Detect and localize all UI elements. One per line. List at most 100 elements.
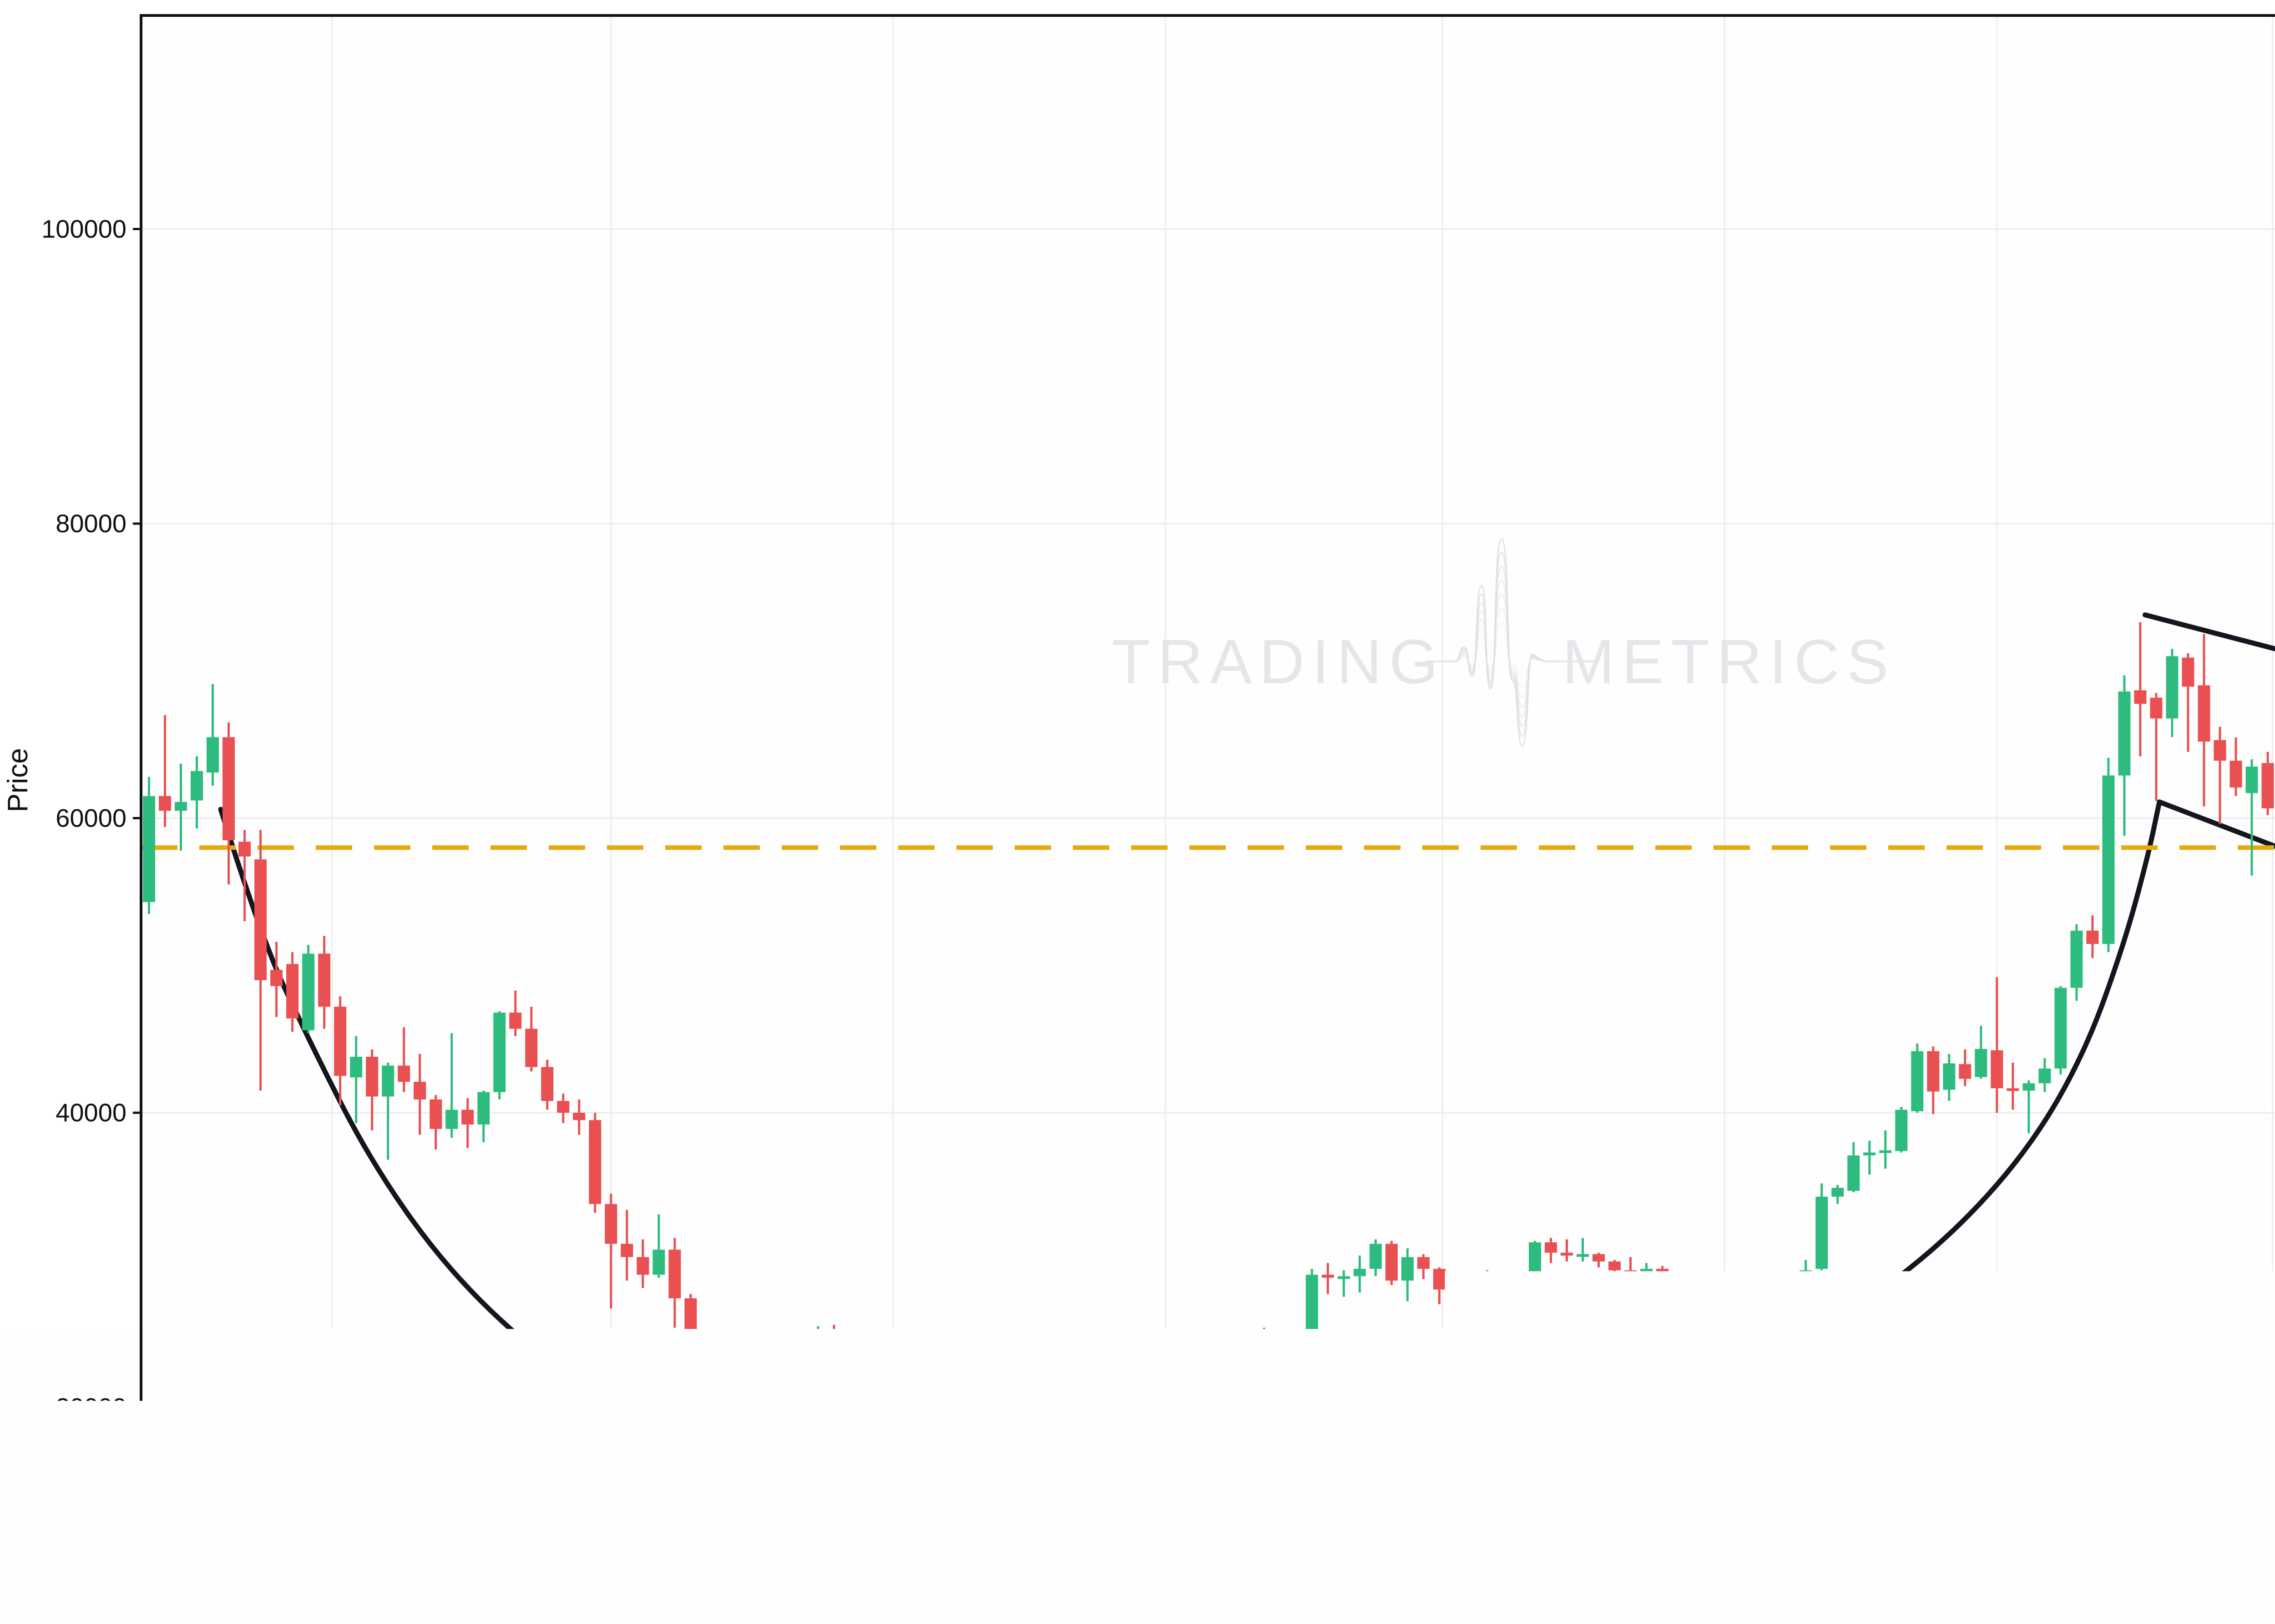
candle-body <box>1991 1050 2003 1089</box>
x-tick-label: 01 Jan, 2023 <box>1092 1554 1239 1583</box>
candle-body <box>1401 1257 1414 1281</box>
candle-body <box>1831 1188 1844 1196</box>
candle <box>1529 1241 1541 1316</box>
candle-body <box>1449 1290 1461 1301</box>
candle-body <box>1529 1242 1541 1315</box>
candle <box>1242 1329 1254 1382</box>
plot-area <box>141 15 2275 1540</box>
candle-body <box>445 1110 458 1129</box>
candle-body <box>2118 691 2130 776</box>
candle-body <box>637 1257 649 1275</box>
candle-body <box>844 1388 856 1407</box>
candle-body <box>1895 1110 1907 1151</box>
candle-body <box>1178 1367 1191 1392</box>
candle-body <box>430 1099 442 1129</box>
candle-body <box>1688 1317 1700 1320</box>
candle <box>1306 1269 1318 1356</box>
candle-body <box>334 1007 346 1076</box>
candle-body <box>1274 1337 1286 1348</box>
candle-body <box>1067 1450 1079 1463</box>
candle-body <box>1736 1310 1748 1313</box>
candle-body <box>477 1092 490 1125</box>
candle-body <box>318 953 330 1007</box>
candle-body <box>700 1392 713 1395</box>
candle-body <box>573 1113 585 1120</box>
candle-body <box>2086 931 2098 944</box>
candle-body <box>1194 1354 1207 1367</box>
candle-body <box>956 1407 968 1419</box>
candle-body <box>2230 761 2242 787</box>
candle-body <box>1051 1456 1063 1463</box>
candle-body <box>796 1348 808 1359</box>
candle-body <box>860 1402 872 1407</box>
candle-body <box>191 771 203 801</box>
candle <box>493 1011 506 1099</box>
candle-body <box>732 1382 744 1409</box>
candle-body <box>238 842 251 856</box>
candle <box>1895 1107 1907 1152</box>
candle-body <box>1561 1253 1573 1256</box>
candle-body <box>1513 1311 1525 1314</box>
candle-body <box>2262 763 2274 808</box>
candle-body <box>1147 1453 1159 1458</box>
candle-body <box>366 1057 378 1096</box>
candle-body <box>1242 1335 1254 1379</box>
candle-body <box>1003 1394 1016 1398</box>
x-tick-label: 01 Jan, 2024 <box>1923 1554 2071 1583</box>
candle-body <box>1210 1354 1223 1362</box>
candle-body <box>207 737 219 772</box>
candle-body <box>254 859 267 980</box>
candle-body <box>1258 1335 1270 1338</box>
y-tick-label: 40000 <box>56 1098 126 1127</box>
candle-body <box>1943 1064 1955 1090</box>
candle-body <box>1497 1300 1509 1311</box>
candle-body <box>1338 1276 1350 1279</box>
x-tick-label: 01 Jan, 2022 <box>258 1554 406 1583</box>
candle-body <box>398 1065 410 1082</box>
y-tick-label: 100000 <box>41 214 126 243</box>
candle-body <box>1927 1051 1939 1092</box>
candle-body <box>2038 1069 2051 1083</box>
candle <box>1163 1388 1175 1455</box>
candle <box>1911 1044 1923 1113</box>
candle-body <box>2007 1088 2019 1091</box>
candle <box>828 1325 840 1395</box>
candle-body <box>2166 656 2178 718</box>
candle-body <box>1592 1254 1605 1261</box>
candle-body <box>1433 1269 1446 1289</box>
candle-body <box>1784 1291 1796 1307</box>
candle-body <box>1640 1269 1653 1275</box>
candle-body <box>1720 1311 1732 1322</box>
candle-body <box>605 1204 617 1244</box>
candle-body <box>1481 1273 1493 1300</box>
candle <box>1385 1241 1398 1285</box>
candle-body <box>1656 1269 1668 1319</box>
candle-body <box>621 1244 633 1257</box>
y-tick-label: 80000 <box>56 509 126 538</box>
candle-body <box>159 796 171 811</box>
candle-body <box>1099 1448 1111 1456</box>
x-axis: 01 Jan, 2022 01 May, 2022 01 Sep, 2022 01 J… <box>258 1540 2275 1583</box>
candle-body <box>987 1398 1000 1417</box>
candle <box>143 777 155 914</box>
candle-body <box>1545 1242 1557 1253</box>
candle-body <box>1959 1064 1971 1079</box>
candle-body <box>1577 1254 1589 1257</box>
x-tick-label: 01 May, 2024 <box>2196 1554 2275 1583</box>
candle-body <box>1879 1150 1891 1153</box>
candle-body <box>557 1101 569 1113</box>
candle-body <box>1226 1362 1239 1379</box>
candle-body <box>1624 1271 1637 1275</box>
candle-body <box>1672 1317 1684 1320</box>
candle-body <box>876 1378 888 1402</box>
candle-body <box>1465 1273 1477 1301</box>
candle-body <box>748 1382 760 1391</box>
candle <box>589 1113 601 1213</box>
candle-body <box>1115 1456 1127 1458</box>
candle-body <box>2150 698 2162 719</box>
candle-body <box>764 1357 776 1391</box>
candle-body <box>302 953 314 1030</box>
candle-body <box>589 1120 601 1204</box>
candle-body <box>2070 931 2083 988</box>
candle-body <box>1131 1458 1143 1460</box>
